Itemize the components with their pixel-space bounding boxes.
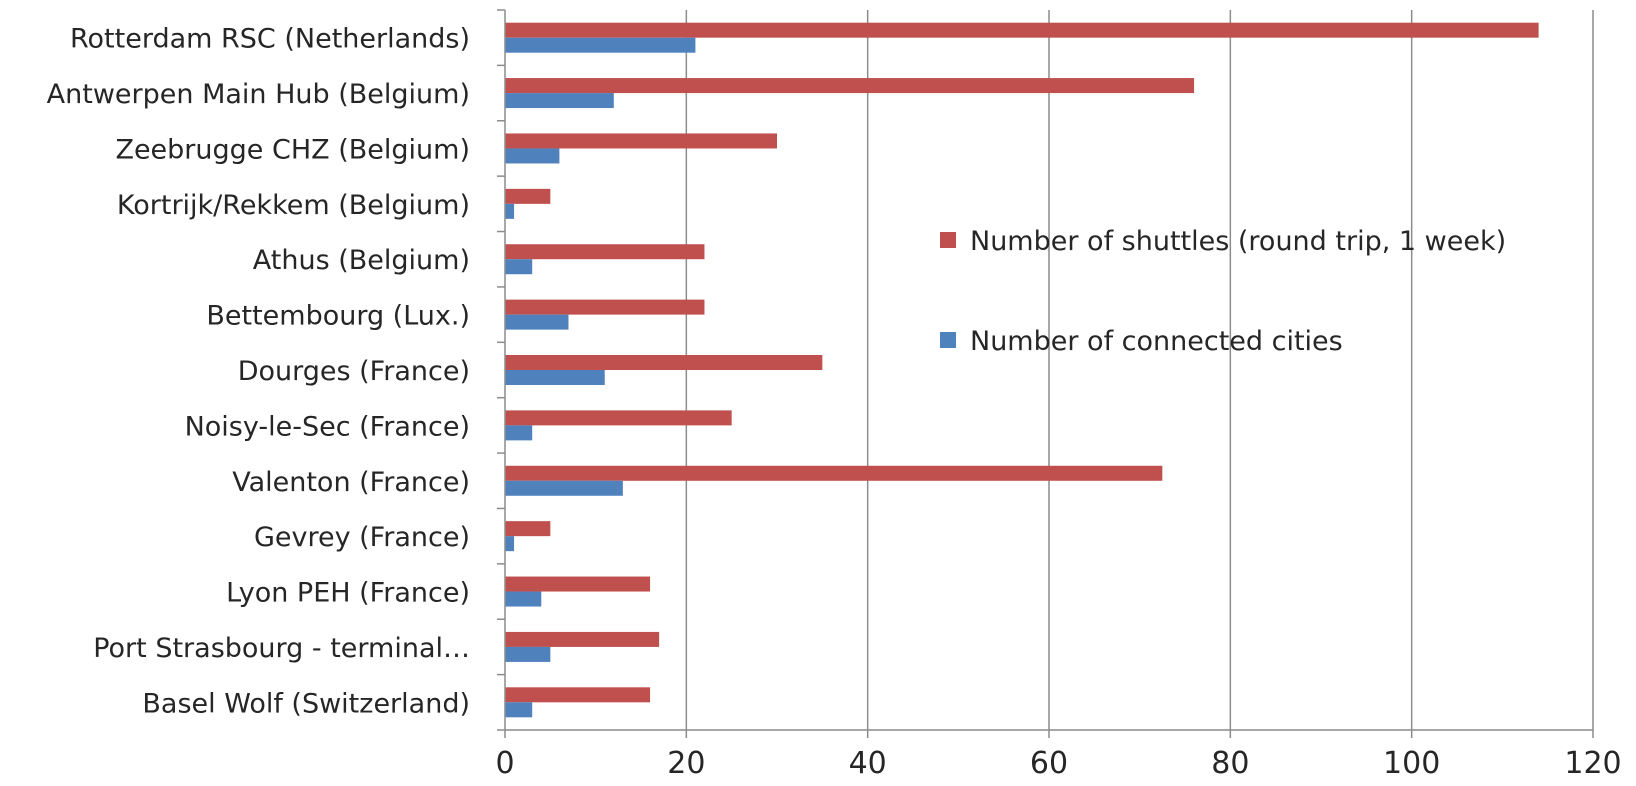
category-label: Zeebrugge CHZ (Belgium) (115, 134, 470, 165)
axes (497, 9, 1594, 738)
bar-connected-cities (505, 591, 542, 607)
category-labels: Rotterdam RSC (Netherlands) Antwerpen Mai… (47, 24, 470, 720)
bar-shuttles (505, 410, 732, 426)
bar-shuttles (505, 188, 551, 204)
bar-shuttles (505, 22, 1539, 38)
category-label: Dourges (France) (238, 356, 470, 387)
bars (505, 22, 1539, 718)
bar-connected-cities (505, 37, 696, 53)
bar-shuttles (505, 521, 551, 537)
bar-connected-cities (505, 259, 533, 275)
gridlines (685, 10, 1594, 730)
bar-shuttles (505, 465, 1163, 481)
bar-shuttles (505, 244, 705, 260)
bar-connected-cities (505, 646, 551, 662)
legend-swatch (940, 232, 956, 248)
category-label: Antwerpen Main Hub (Belgium) (47, 79, 470, 110)
bar-connected-cities (505, 148, 560, 164)
bar-connected-cities (505, 702, 533, 718)
bar-connected-cities (505, 314, 569, 330)
x-tick-label: 100 (1383, 746, 1440, 781)
category-label: Noisy-le-Sec (France) (185, 411, 470, 442)
x-tick-label: 120 (1564, 746, 1621, 781)
bar-shuttles (505, 355, 823, 370)
bar-connected-cities (505, 370, 605, 385)
legend: Number of shuttles (round trip, 1 week) N… (940, 226, 1506, 357)
category-label: Basel Wolf (Switzerland) (142, 688, 470, 719)
bar-shuttles (505, 133, 777, 149)
category-label: Port Strasbourg - terminal… (93, 633, 470, 664)
category-label: Valenton (France) (232, 467, 470, 498)
x-tick-label: 20 (667, 746, 705, 781)
x-tick-label: 40 (849, 746, 887, 781)
x-tick-labels: 0 20 40 60 80 100 120 (495, 746, 1621, 781)
bar-shuttles (505, 299, 705, 315)
bar-shuttles (505, 78, 1195, 94)
legend-swatch (940, 332, 956, 348)
bar-connected-cities (505, 93, 614, 109)
bar-shuttles (505, 687, 651, 703)
category-label: Gevrey (France) (254, 522, 470, 553)
bar-shuttles (505, 576, 651, 592)
x-tick-label: 80 (1211, 746, 1249, 781)
x-tick-label: 0 (495, 746, 514, 781)
category-label: Lyon PEH (France) (226, 578, 470, 609)
bar-connected-cities (505, 425, 533, 441)
legend-label: Number of connected cities (970, 326, 1343, 357)
bar-shuttles (505, 631, 660, 647)
bar-connected-cities (505, 480, 623, 496)
bar-connected-cities (505, 203, 515, 219)
legend-label: Number of shuttles (round trip, 1 week) (970, 226, 1506, 257)
category-label: Rotterdam RSC (Netherlands) (70, 24, 470, 55)
x-tick-label: 60 (1030, 746, 1068, 781)
category-label: Athus (Belgium) (253, 245, 470, 276)
category-label: Bettembourg (Lux.) (206, 301, 470, 332)
bar-connected-cities (505, 536, 515, 552)
category-label: Kortrijk/Rekkem (Belgium) (117, 190, 470, 221)
